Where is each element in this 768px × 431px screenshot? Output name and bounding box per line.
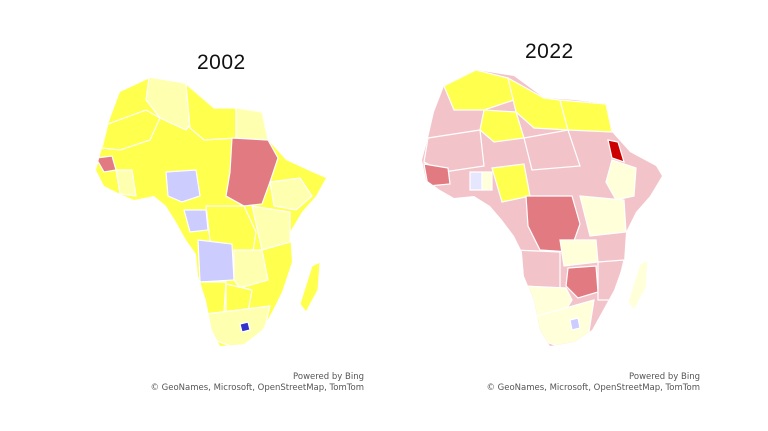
region-sudan[interactable] (225, 137, 279, 207)
region-zimbabwe[interactable] (565, 265, 599, 299)
region-egypt[interactable] (235, 107, 269, 141)
region-western-sahara-morocco[interactable] (101, 109, 161, 151)
powered-by-label: Powered by Bing (293, 372, 364, 382)
map-year-label: 2002 (197, 51, 246, 74)
region-zambia[interactable] (233, 249, 269, 289)
powered-by-label: Powered by Bing (629, 372, 700, 382)
region-libya[interactable] (185, 82, 237, 141)
region-mali-mauritania[interactable] (423, 129, 485, 173)
region-gabon[interactable] (183, 209, 209, 233)
region-west-africa[interactable] (115, 169, 137, 197)
country-regions (96, 78, 326, 348)
credits-label: © GeoNames, Microsoft, OpenStreetMap, To… (150, 383, 364, 393)
region-chad-niger[interactable] (523, 129, 581, 171)
region-namibia[interactable] (199, 281, 227, 315)
region-algeria[interactable] (479, 109, 525, 143)
africa-choropleth-map[interactable] (0, 0, 384, 431)
region-south-africa[interactable] (205, 305, 271, 348)
region-ivory-coast[interactable] (469, 171, 483, 191)
map-attribution: Powered by Bing © GeoNames, Microsoft, O… (486, 372, 700, 394)
region-eritrea[interactable] (607, 139, 625, 163)
region-senegal-guinea[interactable] (423, 163, 451, 187)
africa-choropleth-map[interactable] (384, 0, 768, 431)
region-ethiopia[interactable] (605, 159, 637, 201)
map-year-label: 2022 (525, 40, 574, 63)
region-east-africa[interactable] (579, 195, 627, 237)
region-madagascar[interactable] (627, 259, 649, 311)
country-regions (422, 70, 662, 346)
region-zambia[interactable] (559, 239, 599, 267)
region-lesotho[interactable] (569, 317, 581, 331)
region-mozambique[interactable] (597, 259, 625, 301)
region-ghana[interactable] (481, 171, 493, 191)
region-ethiopia[interactable] (269, 177, 313, 211)
map-panel-2002: 2002 (0, 0, 384, 431)
region-egypt[interactable] (559, 99, 613, 133)
region-lesotho[interactable] (239, 321, 251, 333)
region-nigeria[interactable] (165, 169, 201, 203)
region-angola[interactable] (513, 249, 561, 289)
credits-label: © GeoNames, Microsoft, OpenStreetMap, To… (486, 383, 700, 393)
region-angola[interactable] (197, 239, 235, 283)
region-east-africa[interactable] (251, 205, 291, 251)
map-panel-2022: 2022 (384, 0, 768, 431)
map-attribution: Powered by Bing © GeoNames, Microsoft, O… (150, 372, 364, 394)
region-madagascar[interactable] (299, 261, 321, 313)
